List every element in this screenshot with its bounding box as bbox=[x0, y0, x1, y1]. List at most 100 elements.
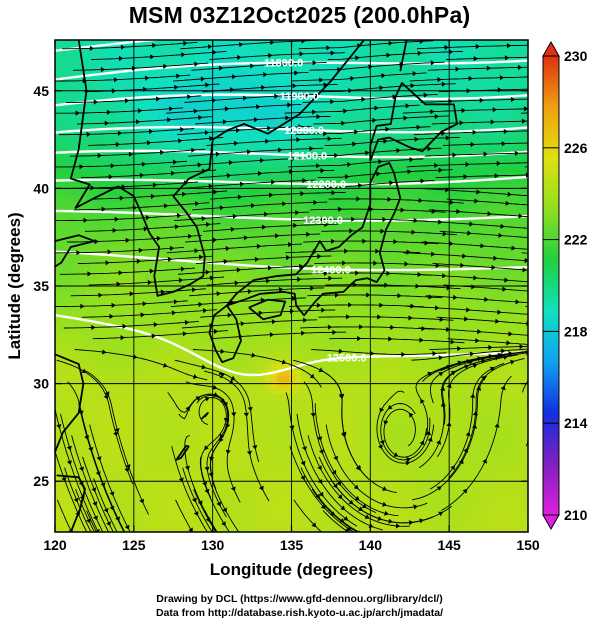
colorbar-max-triangle bbox=[542, 40, 560, 57]
wind-arrow bbox=[438, 355, 444, 361]
streamline bbox=[376, 390, 435, 464]
streamline bbox=[56, 359, 134, 485]
streamline bbox=[284, 104, 420, 114]
wind-arrow bbox=[66, 460, 72, 465]
wind-arrow bbox=[383, 420, 389, 426]
wind-arrow bbox=[531, 349, 535, 354]
wind-arrow bbox=[343, 108, 348, 114]
wind-arrow bbox=[323, 131, 328, 137]
wind-arrow bbox=[184, 465, 190, 471]
coastline bbox=[226, 162, 402, 317]
wind-arrow bbox=[101, 206, 106, 212]
wind-arrow bbox=[320, 168, 325, 174]
wind-arrow bbox=[254, 117, 259, 123]
wind-arrow bbox=[125, 464, 131, 469]
wind-arrow bbox=[321, 307, 326, 313]
wind-arrow bbox=[497, 352, 503, 358]
wind-arrow bbox=[141, 161, 147, 167]
wind-arrow bbox=[440, 386, 446, 391]
coastline bbox=[175, 445, 190, 461]
streamline bbox=[192, 201, 328, 211]
wind-arrow bbox=[236, 267, 241, 273]
wind-arrow bbox=[522, 267, 527, 273]
wind-arrow bbox=[504, 55, 510, 61]
wind-arrow bbox=[88, 446, 94, 452]
wind-arrow bbox=[110, 163, 115, 169]
wind-arrow bbox=[288, 242, 293, 248]
wind-arrow bbox=[235, 127, 241, 133]
wind-arrow bbox=[411, 229, 416, 235]
streamline bbox=[407, 306, 528, 315]
streamline bbox=[211, 331, 347, 340]
streamline bbox=[166, 243, 303, 254]
wind-arrow bbox=[499, 75, 505, 81]
wind-arrow bbox=[270, 40, 275, 46]
streamline bbox=[318, 456, 434, 524]
wind-arrow bbox=[152, 42, 157, 49]
wind-arrow bbox=[339, 394, 345, 400]
streamline bbox=[441, 375, 512, 511]
wind-arrow bbox=[327, 324, 333, 330]
wind-arrow bbox=[386, 270, 391, 276]
wind-arrow bbox=[431, 251, 436, 257]
wind-arrow bbox=[477, 329, 482, 335]
wind-arrow bbox=[243, 95, 248, 101]
wind-arrow bbox=[393, 452, 399, 457]
wind-arrow bbox=[295, 210, 300, 216]
wind-arrow bbox=[300, 460, 306, 466]
coastline bbox=[399, 40, 408, 72]
wind-arrow bbox=[354, 129, 359, 135]
wind-arrow bbox=[103, 507, 109, 513]
streamline bbox=[427, 66, 528, 71]
wind-arrow bbox=[453, 294, 458, 300]
wind-arrow bbox=[430, 109, 435, 115]
streamline bbox=[62, 41, 198, 50]
wind-arrow bbox=[500, 223, 505, 229]
streamline bbox=[180, 40, 316, 50]
wind-arrow bbox=[459, 120, 464, 126]
wind-arrow bbox=[330, 99, 335, 105]
coastline bbox=[55, 353, 85, 455]
wind-arrow bbox=[464, 364, 469, 370]
streamline bbox=[447, 338, 528, 345]
wind-arrow bbox=[182, 191, 187, 197]
wind-arrow bbox=[340, 505, 346, 511]
wind-arrow bbox=[116, 281, 121, 287]
credits-drawing: Drawing by DCL (https://www.gfd-dennou.o… bbox=[156, 593, 443, 605]
wind-arrow bbox=[251, 352, 256, 358]
wind-arrow bbox=[388, 518, 393, 524]
streamline bbox=[322, 510, 350, 532]
contour-label: 12400.0 bbox=[311, 264, 351, 276]
wind-arrow bbox=[351, 216, 356, 222]
wind-arrow bbox=[452, 152, 457, 158]
wind-arrow bbox=[476, 189, 481, 195]
streamline bbox=[402, 108, 528, 114]
wind-arrow bbox=[389, 180, 394, 186]
wind-arrow bbox=[419, 40, 424, 44]
wind-arrow bbox=[405, 460, 411, 466]
wind-arrow bbox=[119, 195, 124, 201]
wind-arrow bbox=[501, 141, 506, 147]
wind-arrow bbox=[150, 193, 156, 199]
streamline bbox=[285, 392, 358, 527]
wind-arrow bbox=[301, 330, 306, 336]
wind-arrow bbox=[86, 131, 91, 137]
wind-arrow bbox=[434, 113, 439, 120]
wind-arrow bbox=[137, 108, 143, 114]
streamline bbox=[181, 179, 317, 189]
wind-arrow bbox=[381, 73, 386, 79]
wind-arrow bbox=[466, 359, 472, 365]
streamline bbox=[177, 265, 314, 275]
streamline bbox=[81, 169, 217, 179]
wind-arrow bbox=[250, 203, 256, 209]
wind-arrow bbox=[228, 160, 234, 166]
wind-arrow bbox=[487, 211, 492, 217]
streamline bbox=[298, 40, 434, 50]
streamline bbox=[64, 467, 92, 532]
wind-arrow bbox=[345, 174, 350, 180]
streamline bbox=[55, 214, 192, 222]
wind-arrow bbox=[393, 239, 398, 245]
wind-arrow bbox=[246, 450, 252, 456]
wind-arrow bbox=[216, 501, 221, 507]
wind-arrow bbox=[350, 75, 355, 82]
